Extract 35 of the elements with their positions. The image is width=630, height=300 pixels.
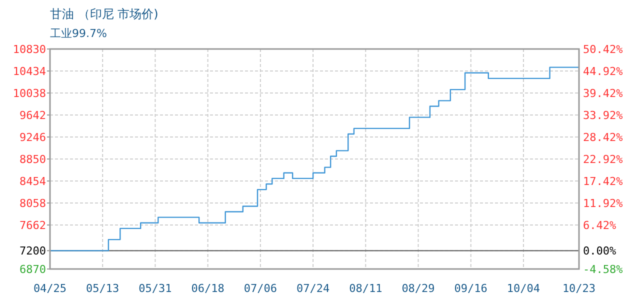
x-tick-label: 05/13 [86,282,120,295]
y-tick-label: 6870 [20,263,46,276]
x-tick-label: 09/16 [454,282,488,295]
x-tick-label: 07/06 [244,282,277,295]
y2-tick-label: 11.92% [583,197,624,210]
y-tick-label: 8850 [20,153,46,166]
x-tick-label: 08/29 [402,282,435,295]
y-tick-label: 7662 [20,219,46,232]
y-tick-label: 9642 [20,109,46,122]
y-tick-label: 10830 [12,43,46,56]
y2-tick-label: 28.42% [583,131,624,144]
y2-tick-label: 17.42% [583,175,624,188]
y-tick-label: 10434 [12,65,46,78]
x-tick-label: 05/31 [138,282,172,295]
y2-tick-label: 0.00% [583,244,616,258]
y-tick-label: 10038 [12,87,46,100]
y2-tick-label: 33.92% [583,109,624,122]
y2-tick-label: 6.42% [583,219,616,232]
y-tick-label: 7200 [20,244,46,258]
x-tick-label: 04/25 [33,282,67,295]
chart-title: 甘油 （印尼 市场价) [50,7,158,21]
y-tick-label: 8058 [20,197,46,210]
chart-subtitle: 工业99.7% [50,27,107,40]
y2-tick-label: 22.92% [583,153,624,166]
y-tick-label: 8454 [20,175,46,188]
x-tick-label: 06/18 [191,282,224,295]
y2-tick-label: 50.42% [583,43,624,56]
x-tick-label: 10/04 [506,282,540,295]
y2-tick-label: 44.92% [583,65,624,78]
x-tick-label: 10/23 [562,282,596,295]
y-tick-label: 9246 [20,131,46,144]
y2-tick-label: 39.42% [583,87,624,100]
x-tick-label: 07/24 [296,282,330,295]
y2-tick-label: -4.58% [583,263,624,276]
x-tick-label: 08/11 [349,282,382,295]
